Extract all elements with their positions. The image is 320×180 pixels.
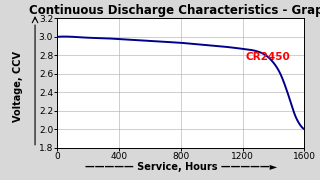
Text: Voltage, CCV: Voltage, CCV (12, 51, 23, 122)
X-axis label: ————— Service, Hours —————►: ————— Service, Hours —————► (85, 162, 277, 172)
Text: CR2450: CR2450 (246, 52, 291, 62)
Title: Continuous Discharge Characteristics - Graph: Continuous Discharge Characteristics - G… (29, 4, 320, 17)
